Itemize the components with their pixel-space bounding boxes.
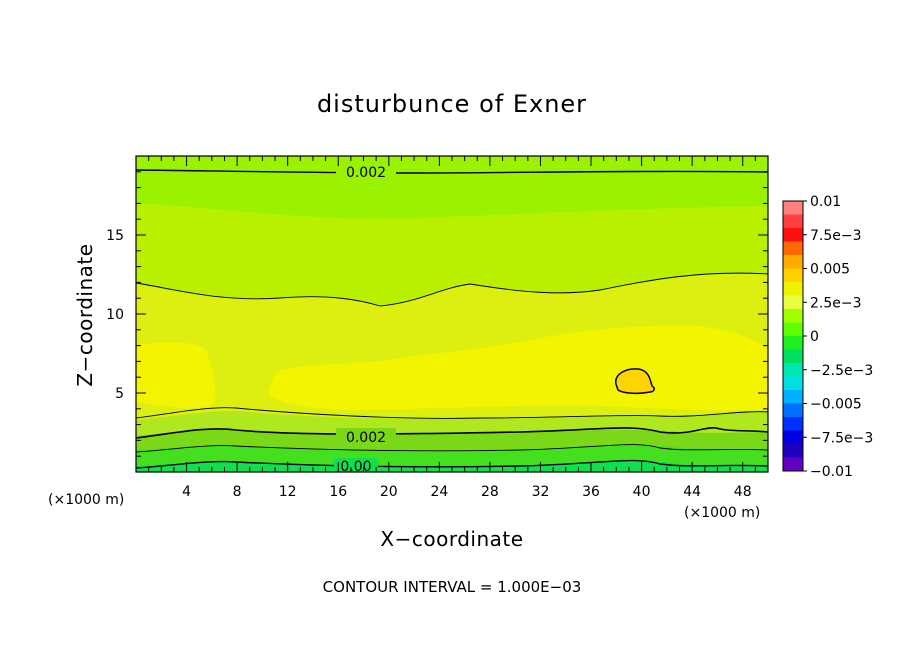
contour-lines: [136, 169, 768, 469]
colorbar-label: −7.5e−3: [810, 430, 873, 446]
colorbar-label: 0.01: [810, 194, 841, 210]
contour-label-bg: [336, 428, 396, 444]
colorbar-swatch: [783, 241, 803, 256]
colorbar-swatch: [783, 282, 803, 296]
colorbar-labels: 0.01 7.5e−3 0.005 2.5e−3 0 −2.5e−3 −0.005 −7.5e…: [803, 194, 873, 480]
contour-label-bg: [336, 163, 396, 179]
band-core: [136, 325, 768, 411]
colorbar-label: −2.5e−3: [810, 363, 873, 379]
y-tick-label: 5: [115, 386, 124, 402]
colorbar-swatch: [783, 430, 803, 445]
colorbar-swatch: [783, 457, 803, 472]
colorbar-swatch: [783, 376, 803, 391]
contour-field: [136, 156, 768, 472]
blob-high: [615, 368, 655, 395]
notch-top: [204, 208, 220, 226]
contour-line: [136, 459, 768, 469]
colorbar-swatch: [783, 255, 803, 269]
x-tick-label: 32: [532, 484, 550, 500]
x-tick-label: 36: [582, 484, 600, 500]
x-tick-label: 8: [233, 484, 242, 500]
contour-label-top: 0.002: [346, 165, 386, 181]
x-tick-label: 12: [279, 484, 297, 500]
x-tick-label: 48: [734, 484, 752, 500]
colorbar-swatch: [783, 363, 803, 377]
contour-line: [136, 272, 768, 307]
x-tick-label: 24: [430, 484, 448, 500]
colorbar-swatch: [783, 349, 803, 364]
colorbar-label: 0.005: [810, 262, 850, 278]
y-axis-label: Z−coordinate: [73, 243, 97, 386]
x-axis-label: X−coordinate: [380, 527, 523, 551]
x-unit-left: (×1000 m): [48, 492, 124, 508]
colorbar-label: 2.5e−3: [810, 295, 862, 311]
x-tick-label: 16: [329, 484, 347, 500]
colorbar-label: −0.005: [810, 397, 862, 413]
band-base: [136, 461, 768, 472]
colorbar-label: 0: [810, 329, 819, 345]
colorbar-label: 7.5e−3: [810, 228, 862, 244]
colorbar: [783, 201, 803, 472]
y-tick-label: 10: [106, 307, 124, 323]
contour-interval-note: CONTOUR INTERVAL = 1.000E−03: [323, 578, 582, 596]
colorbar-swatch: [783, 201, 803, 215]
x-tick-label: 40: [633, 484, 651, 500]
tick-marks: [136, 156, 768, 472]
contour-line: [136, 426, 768, 439]
colorbar-swatch: [783, 336, 803, 350]
x-tick-label: 20: [380, 484, 398, 500]
colorbar-swatch: [783, 214, 803, 229]
x-unit-right: (×1000 m): [684, 505, 760, 521]
contour-line: [136, 444, 768, 453]
contour-line: [136, 407, 768, 419]
colorbar-label: −0.01: [810, 464, 853, 480]
chart-title: disturbunce of Exner: [317, 90, 587, 118]
colorbar-swatch: [783, 390, 803, 404]
contour-line: [136, 169, 768, 174]
x-tick-labels: 4 8 12 16 20 24 28 32 36 40 44 48: [182, 484, 752, 500]
colorbar-swatch: [783, 268, 803, 283]
x-tick-label: 4: [182, 484, 191, 500]
colorbar-swatch: [783, 322, 803, 337]
x-tick-label: 28: [481, 484, 499, 500]
colorbar-swatch: [783, 417, 803, 431]
y-tick-labels: 5 10 15: [106, 228, 124, 402]
contour-label-bg: [334, 458, 378, 472]
x-tick-label: 44: [683, 484, 701, 500]
y-tick-label: 15: [106, 228, 124, 244]
colorbar-swatch: [783, 295, 803, 310]
contour-label-mid: 0.002: [346, 430, 386, 446]
colorbar-swatch: [783, 444, 803, 458]
colorbar-swatch: [783, 228, 803, 242]
colorbar-swatch: [783, 309, 803, 323]
colorbar-swatch: [783, 403, 803, 418]
